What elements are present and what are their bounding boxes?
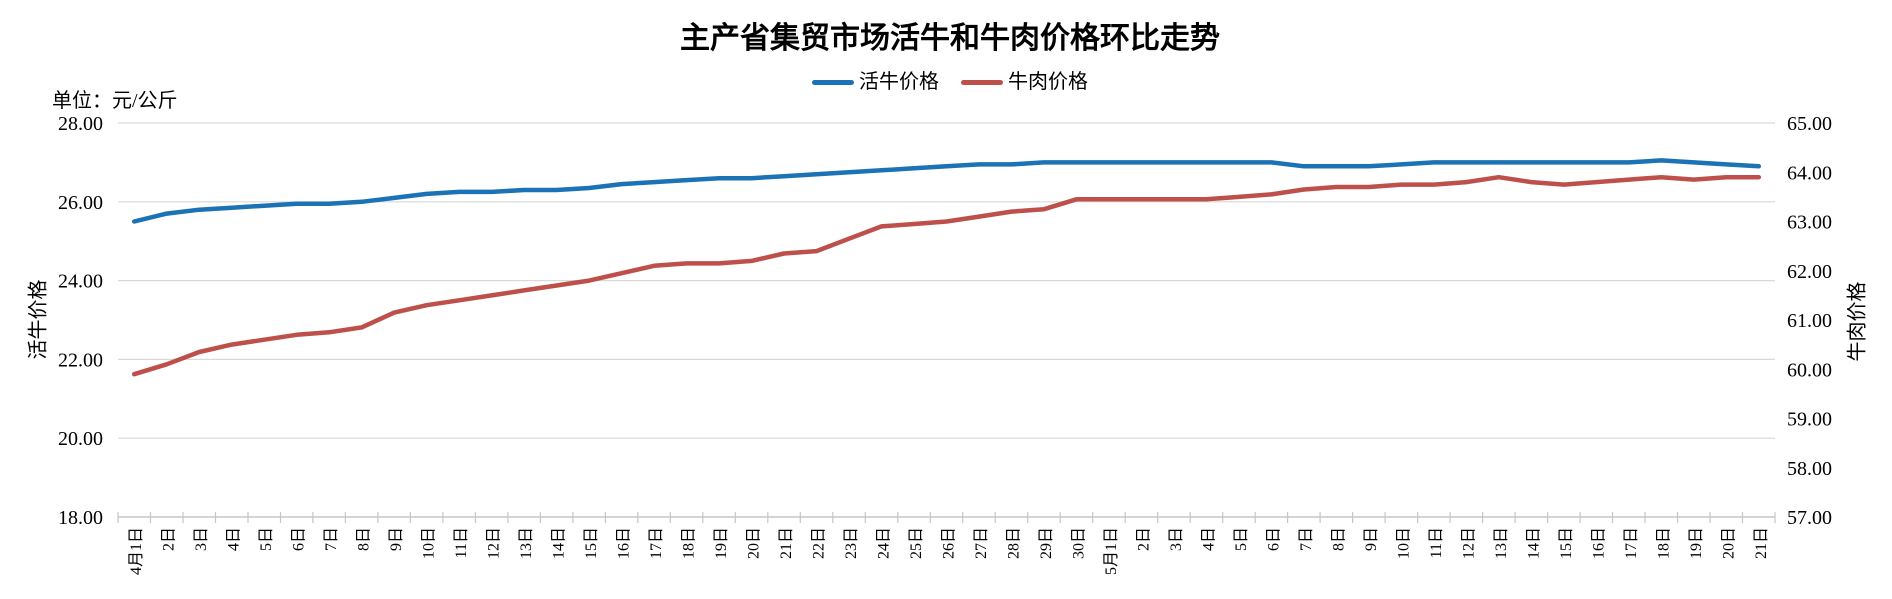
x-axis-label: 9日 xyxy=(388,527,405,551)
x-axis-label: 13日 xyxy=(518,527,535,559)
x-axis-label: 19日 xyxy=(1688,527,1705,559)
series-line-live-cattle xyxy=(131,158,1762,224)
x-axis-label: 14日 xyxy=(551,527,568,559)
x-axis-label: 10日 xyxy=(421,527,438,559)
x-axis-label: 4日 xyxy=(1200,527,1217,551)
x-axis-label: 2日 xyxy=(1135,527,1152,551)
x-axis-label: 27日 xyxy=(973,527,990,559)
left-axis-tick-label: 20.00 xyxy=(58,428,103,450)
left-axis-tick-label: 28.00 xyxy=(58,113,103,135)
right-axis-tick-label: 63.00 xyxy=(1787,212,1832,234)
x-axis-label: 12日 xyxy=(1460,527,1477,559)
legend-label-beef: 牛肉价格 xyxy=(1008,71,1088,93)
x-axis-label: 16日 xyxy=(616,527,633,559)
x-axis-label: 14日 xyxy=(1525,527,1542,559)
x-axis-label: 19日 xyxy=(713,527,730,559)
right-axis-tick-label: 58.00 xyxy=(1787,458,1832,480)
x-axis-label: 20日 xyxy=(746,527,763,559)
legend: 活牛价格 牛肉价格 xyxy=(812,72,1088,92)
unit-label: 单位：元/公斤 xyxy=(52,90,178,112)
x-axis-label: 22日 xyxy=(811,527,828,559)
x-axis-label: 5日 xyxy=(258,527,275,551)
legend-label-live-cattle: 活牛价格 xyxy=(859,71,939,93)
legend-item-beef: 牛肉价格 xyxy=(961,72,1088,92)
right-axis-tick-label: 60.00 xyxy=(1787,359,1832,381)
x-axis-label: 6日 xyxy=(1265,527,1282,551)
x-axis-label: 16日 xyxy=(1590,527,1607,559)
legend-line-swatch-beef xyxy=(961,79,1003,85)
x-axis-label: 9日 xyxy=(1363,527,1380,551)
x-axis-label: 12日 xyxy=(486,527,503,559)
x-axis-label: 21日 xyxy=(778,527,795,559)
x-axis-label: 3日 xyxy=(193,527,210,551)
right-axis-tick-label: 65.00 xyxy=(1787,113,1832,135)
x-axis-label: 29日 xyxy=(1038,527,1055,559)
series-line-beef xyxy=(131,174,1762,377)
x-axis-label: 8日 xyxy=(356,527,373,551)
right-axis-tick-label: 59.00 xyxy=(1787,409,1832,431)
x-axis-label: 11日 xyxy=(1428,527,1445,558)
right-axis-tick-label: 61.00 xyxy=(1787,310,1832,332)
x-axis-label: 2日 xyxy=(161,527,178,551)
right-axis-title: 牛肉价格 xyxy=(1846,281,1869,362)
x-axis-label: 15日 xyxy=(1558,527,1575,559)
x-axis-label: 13日 xyxy=(1493,527,1510,559)
left-axis-tick-label: 26.00 xyxy=(58,192,103,214)
x-axis-label: 6日 xyxy=(291,527,308,551)
legend-item-live-cattle: 活牛价格 xyxy=(812,72,939,92)
x-axis-label: 5月1日 xyxy=(1103,527,1120,575)
x-axis-label: 28日 xyxy=(1006,527,1023,559)
x-axis-label: 7日 xyxy=(323,527,340,551)
x-axis-label: 24日 xyxy=(876,527,893,559)
x-axis-label: 20日 xyxy=(1720,527,1737,559)
chart-title: 主产省集贸市场活牛和牛肉价格环比走势 xyxy=(680,22,1220,55)
legend-line-swatch-live-cattle xyxy=(812,79,854,85)
left-axis-tick-label: 22.00 xyxy=(58,349,103,371)
x-axis-label: 18日 xyxy=(1655,527,1672,559)
x-axis-label: 7日 xyxy=(1298,527,1315,551)
x-axis-label: 17日 xyxy=(648,527,665,559)
x-axis-label: 30日 xyxy=(1071,527,1088,559)
left-axis-tick-label: 24.00 xyxy=(58,271,103,293)
x-axis-label: 21日 xyxy=(1753,527,1770,559)
x-axis-label: 23日 xyxy=(843,527,860,559)
right-axis-tick-label: 64.00 xyxy=(1787,162,1832,184)
x-axis-label: 10日 xyxy=(1395,527,1412,559)
x-axis-label: 8日 xyxy=(1330,527,1347,551)
x-axis-label: 5日 xyxy=(1233,527,1250,551)
x-axis-label: 18日 xyxy=(681,527,698,559)
right-axis-tick-label: 62.00 xyxy=(1787,261,1832,283)
left-axis-tick-label: 18.00 xyxy=(58,507,103,529)
x-axis-label: 3日 xyxy=(1168,527,1185,551)
right-axis-tick-label: 57.00 xyxy=(1787,507,1832,529)
x-axis-label: 4日 xyxy=(226,527,243,551)
x-axis-label: 25日 xyxy=(908,527,925,559)
x-axis-label: 15日 xyxy=(583,527,600,559)
x-axis-label: 4月1日 xyxy=(128,527,145,575)
x-axis-label: 17日 xyxy=(1623,527,1640,559)
left-axis-title: 活牛价格 xyxy=(27,279,50,360)
x-axis-label: 26日 xyxy=(941,527,958,559)
x-axis-label: 11日 xyxy=(453,527,470,558)
